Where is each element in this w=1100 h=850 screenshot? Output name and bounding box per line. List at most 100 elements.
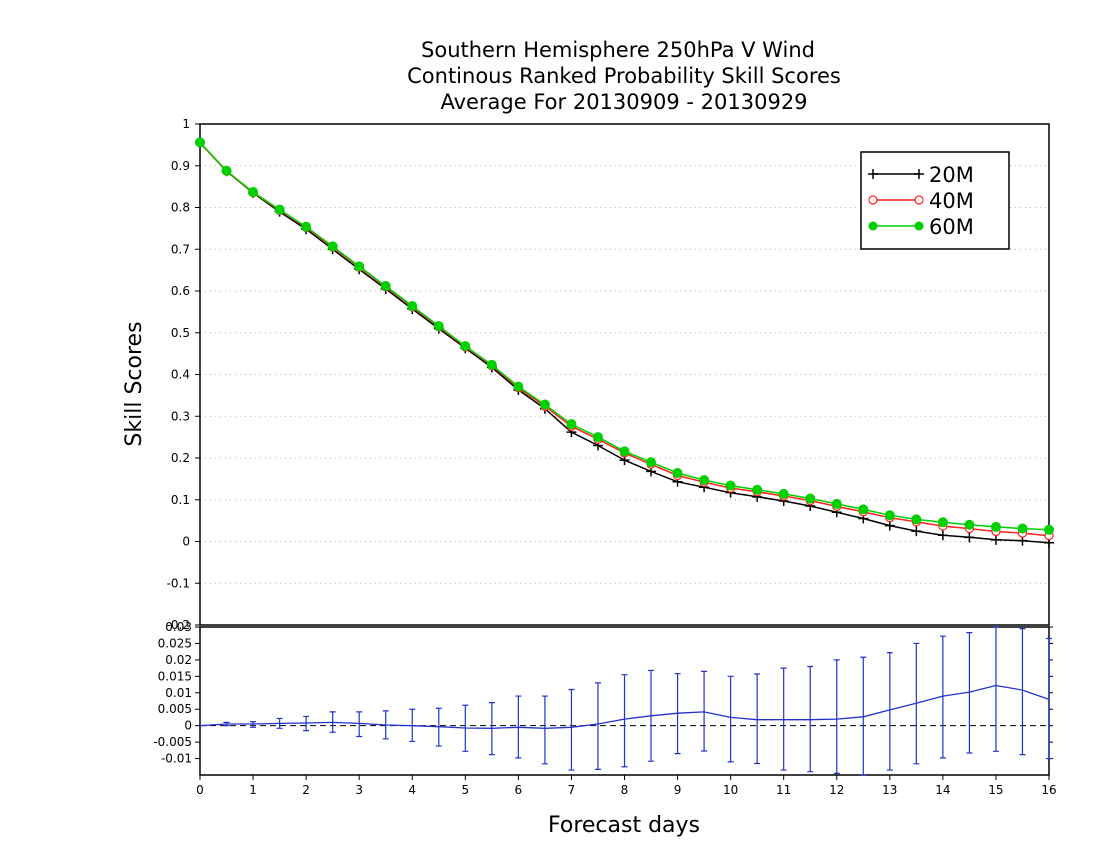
y-tick-label: 0.5: [171, 326, 190, 340]
error-bar: [939, 635, 946, 759]
data-point: [937, 530, 948, 541]
error-bar: [1019, 628, 1026, 756]
x-tick-label: 11: [776, 783, 791, 797]
x-tick-label: 0: [196, 783, 204, 797]
data-point: [868, 169, 878, 179]
y-tick-label: 0.015: [158, 669, 192, 683]
x-tick-label: 9: [674, 783, 682, 797]
error-bar: [541, 695, 548, 765]
legend-marker: [868, 221, 878, 231]
data-point: [914, 169, 924, 179]
data-point: [752, 484, 763, 495]
main-plot-frame: [199, 123, 1050, 626]
error-bar: [568, 688, 575, 771]
y-tick-label: 0.2: [171, 451, 190, 465]
x-tick-label: 7: [568, 783, 576, 797]
x-tick-label: 4: [408, 783, 416, 797]
data-point: [354, 261, 365, 272]
legend-label: 20M: [929, 163, 974, 187]
x-tick-label: 2: [302, 783, 310, 797]
data-point: [964, 532, 975, 543]
data-point: [937, 517, 948, 528]
data-point: [646, 457, 657, 468]
x-tick-label: 1: [249, 783, 257, 797]
main-plot: 1 0.9 0.8 0.7 0.6 0.5 0.4 0.3 0.2 0.1 0 -0.1 -0.2: [167, 117, 1054, 632]
y-tick-label: 0.3: [171, 409, 190, 423]
data-point: [858, 504, 869, 515]
x-tick-label: 3: [355, 783, 363, 797]
error-bars: [223, 626, 1052, 776]
data-point: [619, 446, 630, 457]
x-tick-label: 14: [935, 783, 950, 797]
legend-marker: [914, 195, 924, 205]
error-bar: [621, 674, 628, 768]
data-point: [221, 165, 232, 176]
y-tick-label: 0.03: [165, 620, 192, 634]
data-point: [884, 510, 895, 521]
data-point: [513, 381, 524, 392]
data-point: [327, 241, 338, 252]
data-point: [699, 475, 710, 486]
chart-title-line-1: Southern Hemisphere 250hPa V Wind: [421, 38, 815, 62]
y-tick-label: 0.6: [171, 284, 190, 298]
data-point: [831, 498, 842, 509]
x-tick-label: 6: [515, 783, 523, 797]
data-point: [301, 221, 312, 232]
data-point: [248, 187, 259, 198]
y-tick-label: 0.1: [171, 493, 190, 507]
error-bar: [886, 652, 893, 771]
difference-plot: 0.03 0.025 0.02 0.015 0.01 0.005 0 -0.005 -0.01: [153, 620, 1053, 776]
difference-line: [199, 684, 1050, 729]
y-tick-label: 0: [184, 719, 192, 733]
error-bar: [701, 670, 708, 752]
data-point: [990, 534, 1001, 545]
y-tick-label: -0.1: [167, 576, 190, 590]
error-bar: [833, 659, 840, 774]
data-point: [778, 488, 789, 499]
y-tick-label: 0.4: [171, 368, 190, 382]
data-point: [990, 521, 1001, 532]
x-tick-label: 15: [988, 783, 1003, 797]
series-60M: [195, 137, 1054, 535]
error-bar: [1046, 637, 1052, 760]
legend-label: 40M: [929, 189, 974, 213]
chart-title: Southern Hemisphere 250hPa V Wind Contin…: [407, 38, 841, 114]
y-tick-label: -0.01: [161, 752, 192, 766]
data-point: [407, 301, 418, 312]
error-bar: [594, 682, 601, 771]
x-tick-label: 5: [461, 783, 469, 797]
data-point: [805, 493, 816, 504]
data-point: [274, 204, 285, 215]
data-point: [911, 526, 922, 537]
chart-title-line-3: Average For 20130909 - 20130929: [440, 90, 807, 114]
data-point: [539, 399, 550, 410]
data-point: [1044, 524, 1054, 535]
x-axis-label: Forecast days: [548, 813, 700, 838]
x-tick-label: 12: [829, 783, 844, 797]
data-point: [195, 137, 205, 148]
legend-label: 60M: [929, 215, 974, 239]
y-tick-label: 0: [182, 535, 190, 549]
error-bar: [860, 656, 867, 776]
data-point: [964, 519, 975, 530]
y-tick-label: 1: [182, 117, 190, 131]
y-tick-label: 0.8: [171, 201, 190, 215]
y-tick-label: 0.01: [165, 686, 192, 700]
data-point: [433, 321, 444, 332]
x-tick-label: 8: [621, 783, 629, 797]
data-point: [486, 359, 497, 370]
legend-marker: [914, 221, 924, 231]
data-point: [911, 514, 922, 525]
y-tick-label: 0.9: [171, 159, 190, 173]
error-bar: [754, 673, 761, 765]
data-point: [566, 419, 577, 430]
error-bar: [966, 631, 973, 754]
y-tick-label: 0.005: [158, 702, 192, 716]
data-point: [672, 468, 683, 479]
data-point: [725, 480, 736, 491]
error-bar: [356, 711, 363, 738]
x-tick-label: 13: [882, 783, 897, 797]
chart-title-line-2: Continous Ranked Probability Skill Score…: [407, 64, 841, 88]
data-point: [460, 341, 471, 352]
